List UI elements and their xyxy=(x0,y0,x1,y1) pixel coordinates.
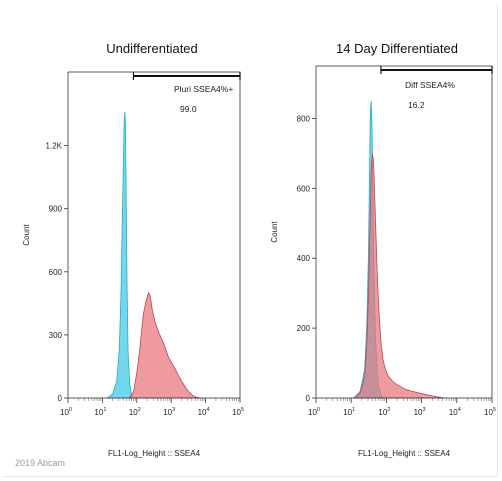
x-tick-label: 105 xyxy=(232,407,244,417)
y-tick-label: 400 xyxy=(297,254,311,263)
plot-area-border xyxy=(315,65,493,399)
x-tick-label: 103 xyxy=(163,407,175,417)
y-tick-label: 800 xyxy=(297,114,311,123)
x-tick-label: 104 xyxy=(449,407,461,417)
gate-value: 99.0 xyxy=(180,104,197,114)
y-axis-label: Count xyxy=(270,221,279,243)
y-tick-label: 1.2K xyxy=(46,142,63,151)
x-tick-label: 104 xyxy=(198,407,210,417)
chart-title: 14 Day Differentiated xyxy=(336,41,458,56)
y-tick-label: 0 xyxy=(306,394,311,403)
x-tick-label: 105 xyxy=(484,407,496,417)
histogram-series-1 xyxy=(106,111,135,399)
y-tick-label: 600 xyxy=(49,268,63,277)
x-tick-label: 100 xyxy=(308,407,320,417)
x-tick-label: 102 xyxy=(378,407,390,417)
gate-label: Pluri SSEA4%+ xyxy=(174,84,233,94)
gate-value: 16.2 xyxy=(408,100,425,110)
chart-title: Undifferentiated xyxy=(106,41,198,56)
x-tick-label: 100 xyxy=(60,407,72,417)
y-tick-label: 900 xyxy=(49,205,63,214)
y-tick-label: 0 xyxy=(58,394,63,403)
histogram-panel-1: Undifferentiated 0 300 600 900 1.2K 100 101 102 1… xyxy=(22,41,244,458)
plot-area-border xyxy=(67,71,241,399)
x-tick-label: 101 xyxy=(94,407,106,417)
x-tick-label: 103 xyxy=(414,407,426,417)
gate-label: Diff SSEA4% xyxy=(405,80,455,90)
x-axis-label: FL1-Log_Height :: SSEA4 xyxy=(108,449,201,458)
y-tick-label: 200 xyxy=(297,324,311,333)
histogram-panel-2: 14 Day Differentiated 0 200 400 600 800 100 101… xyxy=(270,41,496,458)
y-tick-label: 600 xyxy=(297,184,311,193)
x-tick-label: 101 xyxy=(343,407,355,417)
x-tick-label: 102 xyxy=(129,407,141,417)
x-axis-label: FL1-Log_Height :: SSEA4 xyxy=(358,449,451,458)
histogram-series-2 xyxy=(128,291,201,399)
histogram-series-2 xyxy=(352,153,445,399)
y-axis-label: Count xyxy=(22,224,31,246)
y-tick-label: 300 xyxy=(49,331,63,340)
copyright-text: 2019 Abcam xyxy=(15,458,66,468)
